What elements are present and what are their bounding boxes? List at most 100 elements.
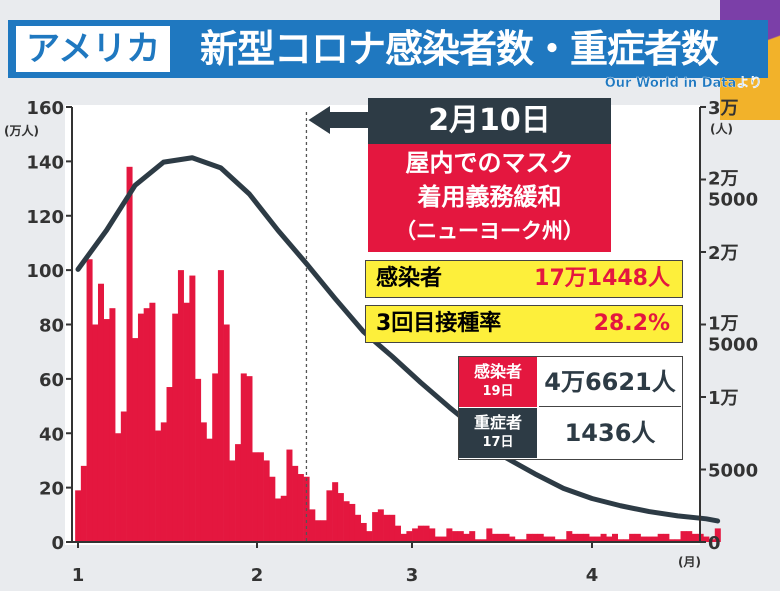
bar	[549, 536, 556, 542]
arrow-shaft	[330, 112, 370, 128]
bar	[143, 308, 150, 542]
x-tick-label: 1	[72, 565, 85, 586]
bar	[577, 533, 584, 542]
bar	[177, 270, 184, 542]
bar	[594, 536, 601, 542]
latest-infected-value: 4万6621人	[539, 357, 681, 407]
bar	[240, 373, 247, 542]
bar	[315, 520, 322, 542]
bar	[343, 501, 350, 542]
right-tick-label: 0	[708, 533, 721, 554]
bar	[257, 452, 264, 542]
arrow-head-icon	[308, 106, 330, 134]
bar	[520, 539, 527, 542]
bar	[560, 539, 567, 542]
bar	[669, 539, 676, 542]
left-tick-label: 80	[39, 316, 64, 337]
severe-line	[75, 155, 721, 524]
bar	[366, 531, 373, 542]
bar	[200, 422, 207, 542]
booster-value: 28.2%	[593, 311, 670, 336]
bar	[394, 525, 401, 542]
bar	[600, 533, 607, 542]
date-annotation: 2月10日	[368, 98, 611, 144]
bar	[326, 490, 333, 542]
bar	[469, 531, 476, 542]
bar	[292, 465, 299, 542]
bar	[651, 536, 658, 542]
bar	[434, 536, 441, 542]
latest-stats: 感染者 19日 4万6621人 重症者 17日 1436人	[458, 356, 683, 460]
bar	[663, 533, 670, 542]
bar	[269, 476, 276, 542]
bar	[132, 338, 139, 542]
bar	[75, 490, 82, 542]
bar	[446, 528, 453, 542]
bar	[349, 503, 356, 542]
bar	[80, 465, 87, 542]
x-tick-label: 4	[586, 565, 599, 586]
bar	[172, 313, 179, 542]
country-label: アメリカ	[16, 26, 171, 72]
left-tick-label: 120	[26, 207, 64, 228]
bar	[235, 444, 242, 542]
bar	[86, 259, 93, 542]
severe-label: 重症者	[473, 413, 522, 432]
right-axis-unit: (人)	[710, 121, 733, 136]
x-tick-label: 2	[251, 565, 264, 586]
right-tick-label: 5000	[708, 335, 758, 356]
bar	[109, 308, 116, 542]
x-tick-label: 3	[406, 565, 419, 586]
bar	[657, 533, 664, 542]
right-tick-label: 3万	[708, 98, 739, 119]
bar	[412, 528, 419, 542]
bar	[217, 270, 224, 542]
bar	[572, 533, 579, 542]
bar	[206, 438, 213, 542]
bar	[126, 166, 133, 542]
bar	[406, 531, 413, 542]
bar	[337, 493, 344, 542]
booster-stat: 3回目接種率 28.2%	[365, 305, 683, 343]
bar	[617, 539, 624, 542]
bar	[160, 422, 167, 542]
right-tick-label: 5000	[708, 190, 758, 211]
bar	[611, 533, 618, 542]
bar	[463, 533, 470, 542]
bar	[606, 536, 613, 542]
bar	[252, 452, 259, 542]
bar	[686, 531, 693, 542]
right-tick-label: 2万	[708, 169, 739, 190]
bar	[377, 509, 384, 542]
latest-infected-label-cell: 感染者 19日	[459, 357, 537, 407]
bar	[372, 512, 379, 542]
bar	[543, 536, 550, 542]
bar	[115, 433, 122, 542]
left-tick-label: 100	[26, 261, 64, 282]
bar	[92, 324, 99, 542]
source-credit: Our World in Dataより	[604, 76, 763, 91]
bar	[709, 539, 716, 542]
page-title: 新型コロナ感染者数・重症者数	[200, 27, 719, 71]
infected-label: 感染者	[376, 266, 443, 291]
left-tick-label: 20	[39, 479, 64, 500]
bar	[417, 525, 424, 542]
event-annotation: 屋内でのマスク 着用義務緩和 （ニューヨーク州）	[368, 144, 611, 252]
bar	[583, 533, 590, 542]
bar	[97, 283, 104, 542]
left-tick-label: 60	[39, 370, 64, 391]
bar	[680, 531, 687, 542]
bar	[166, 387, 173, 542]
bar	[137, 313, 144, 542]
left-tick-label: 40	[39, 424, 64, 445]
bar	[691, 533, 698, 542]
right-tick-label: 5000	[708, 461, 758, 482]
bar	[674, 539, 681, 542]
bar	[640, 536, 647, 542]
bar	[246, 376, 253, 542]
bar	[474, 539, 481, 542]
severe-date: 17日	[482, 435, 514, 450]
right-tick-label: 1万	[708, 388, 739, 409]
latest-infected-date: 19日	[482, 384, 514, 399]
